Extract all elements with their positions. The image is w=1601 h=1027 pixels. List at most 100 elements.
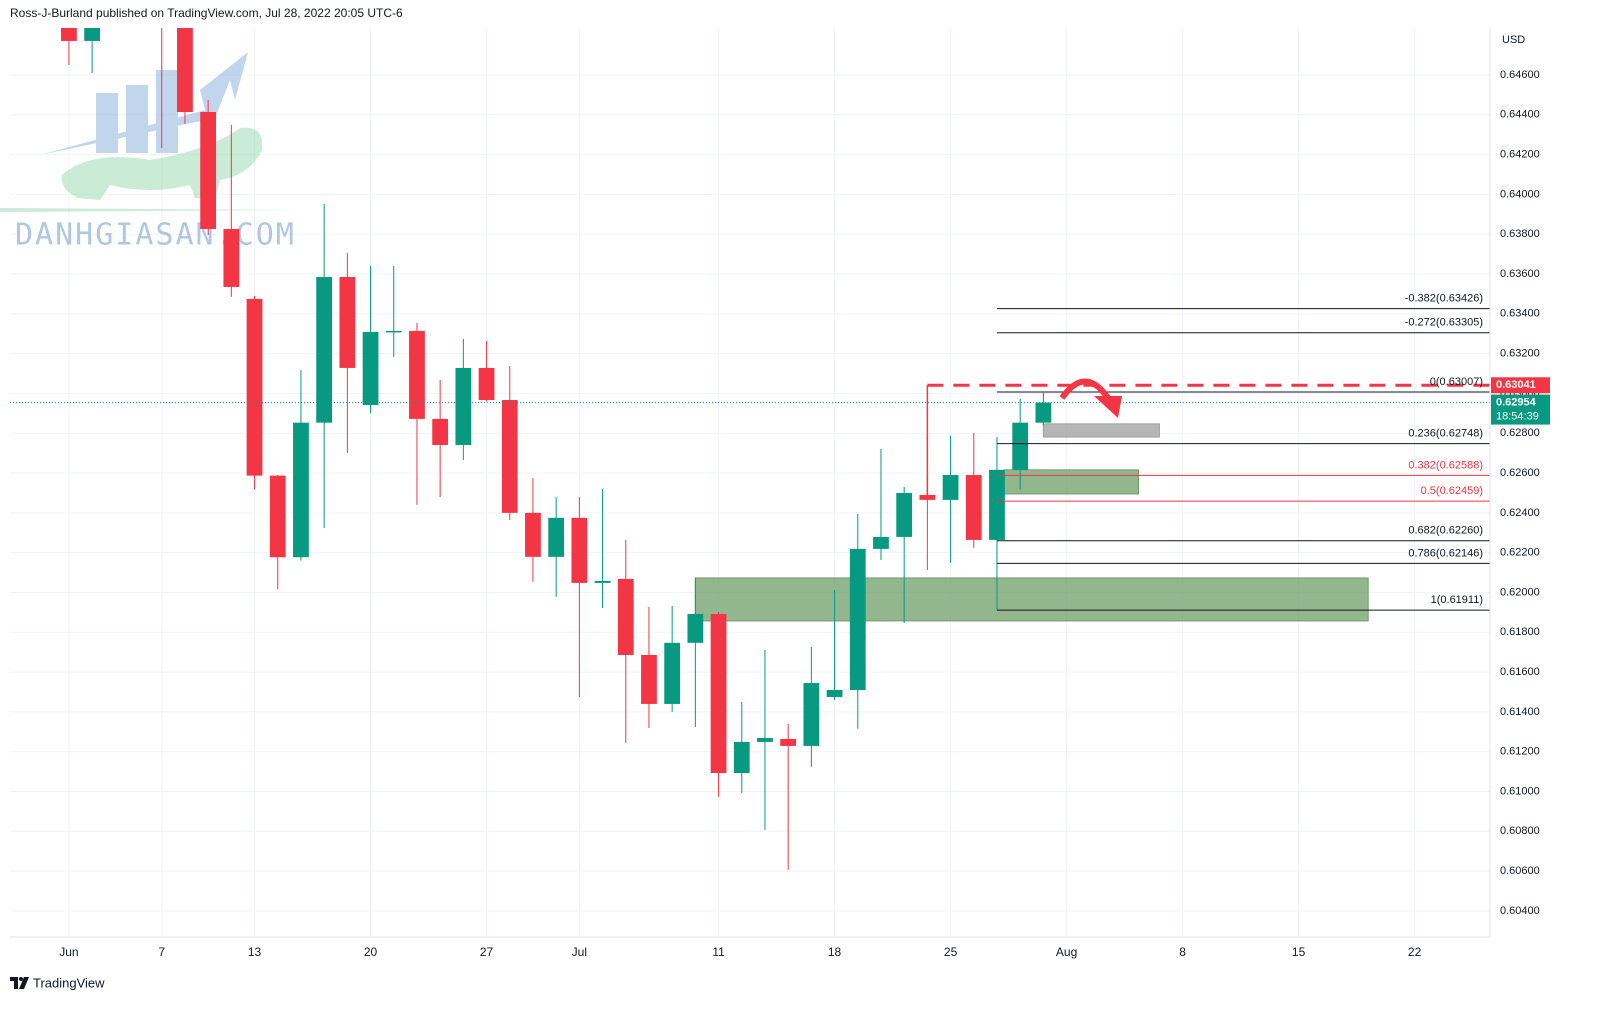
y-tick-label: 0.61600 <box>1500 666 1540 678</box>
candle-body <box>478 367 495 400</box>
candle-body <box>942 475 959 500</box>
y-tick-label: 0.62200 <box>1500 547 1540 559</box>
countdown-label: 18:54:39 <box>1496 410 1539 422</box>
resistance-tag <box>1491 377 1550 394</box>
y-tick-label: 0.60800 <box>1500 825 1540 837</box>
footer-brand: TradingView <box>33 975 105 990</box>
y-tick-label: 0.61800 <box>1500 626 1540 638</box>
candle-body <box>803 683 820 746</box>
candle-body <box>664 642 681 704</box>
candle-body <box>687 613 704 643</box>
x-tick-label: 8 <box>1179 945 1186 959</box>
x-tick-label: 22 <box>1408 945 1422 959</box>
candle-body <box>826 689 843 697</box>
fib-label: 0.5(0.62459) <box>1421 485 1483 497</box>
candle-body <box>200 111 217 230</box>
candle-body <box>455 367 472 445</box>
candle-body <box>710 613 727 773</box>
candle-body <box>571 517 588 583</box>
y-tick-label: 0.61000 <box>1500 785 1540 797</box>
candle-body <box>362 331 379 405</box>
candle-body <box>84 28 101 41</box>
y-tick-label: 0.64200 <box>1500 148 1540 160</box>
candle-body <box>641 654 657 704</box>
candle-body <box>269 475 286 558</box>
fib-label: 0(0.63007) <box>1430 376 1483 388</box>
y-tick-label: 0.63800 <box>1500 228 1540 240</box>
tradingview-logo <box>10 977 29 989</box>
fib-label: 0.382(0.62588) <box>1408 459 1483 471</box>
x-tick-label: 15 <box>1292 945 1306 959</box>
x-tick-label: Jul <box>572 945 587 959</box>
candle-body <box>780 738 797 746</box>
candle-body <box>965 475 982 540</box>
candle-body <box>223 229 240 287</box>
candle-body <box>385 330 402 333</box>
candle-body <box>293 422 309 558</box>
last-price-label: 0.62954 <box>1496 396 1537 408</box>
y-tick-label: 0.63200 <box>1500 348 1540 360</box>
y-tick-label: 0.61400 <box>1500 706 1540 718</box>
x-tick-label: Aug <box>1056 945 1077 959</box>
x-tick-label: Jun <box>59 945 78 959</box>
y-tick-label: 0.62800 <box>1500 427 1540 439</box>
candle-body <box>177 28 193 112</box>
fib-label: -0.382(0.63426) <box>1405 293 1483 305</box>
candle-body <box>757 737 773 742</box>
candle-body <box>733 741 750 773</box>
x-tick-label: 11 <box>712 945 725 959</box>
y-tick-label: 0.62400 <box>1500 507 1540 519</box>
candle-body <box>1012 422 1029 470</box>
resistance-tag-label: 0.63041 <box>1496 379 1536 391</box>
y-tick-label: 0.64600 <box>1500 69 1540 81</box>
x-tick-label: 25 <box>944 945 958 959</box>
candle-body <box>896 492 913 537</box>
candle-body <box>61 28 77 41</box>
candle-body <box>989 469 1005 540</box>
y-tick-label: 0.62000 <box>1500 586 1540 598</box>
candle-body <box>873 536 889 549</box>
candle-body <box>501 399 518 513</box>
y-tick-label: 0.61200 <box>1500 746 1540 758</box>
candle-body <box>316 276 333 423</box>
fib-label: 0.786(0.62146) <box>1408 547 1483 559</box>
candle-body <box>849 548 866 690</box>
y-tick-label: 0.63600 <box>1500 268 1540 280</box>
candle-body <box>154 0 170 5</box>
candle-body <box>919 494 936 500</box>
y-tick-label: 0.60600 <box>1500 865 1540 877</box>
fib-label: 0.682(0.62260) <box>1408 525 1483 537</box>
candle-body <box>339 276 356 368</box>
y-tick-label: 0.63400 <box>1500 308 1540 320</box>
zone <box>1003 469 1140 495</box>
arrow-curve <box>1059 378 1111 400</box>
zone <box>694 577 1369 622</box>
fib-label: 1(0.61911) <box>1431 594 1483 606</box>
y-tick-label: 0.60400 <box>1500 905 1540 917</box>
arrow-head <box>1094 396 1122 418</box>
y-tick-label: 0.62600 <box>1500 467 1540 479</box>
x-tick-label: 13 <box>248 945 262 959</box>
x-tick-label: 7 <box>158 945 165 959</box>
candle-body <box>525 512 541 557</box>
publish-header: Ross-J-Burland published on TradingView.… <box>10 6 403 20</box>
candle-body <box>548 517 565 557</box>
candle-body <box>432 418 449 445</box>
last-price-tag <box>1491 394 1550 425</box>
x-tick-label: 27 <box>480 945 494 959</box>
x-tick-label: 18 <box>828 945 842 959</box>
candle-body <box>409 330 425 419</box>
fib-label: 0.236(0.62748) <box>1408 427 1483 439</box>
candle-body <box>1035 402 1052 423</box>
watermark-text: DANHGIASAN.COM <box>15 218 296 253</box>
y-tick-label: 0.64400 <box>1500 109 1540 121</box>
fib-label: -0.272(0.63305) <box>1405 317 1483 329</box>
plot-area <box>10 0 1490 870</box>
candle-body <box>246 298 263 476</box>
candle-body <box>617 578 634 655</box>
x-tick-label: 20 <box>364 945 378 959</box>
candle-body <box>594 580 611 583</box>
y-tick-label: 0.64000 <box>1500 188 1540 200</box>
